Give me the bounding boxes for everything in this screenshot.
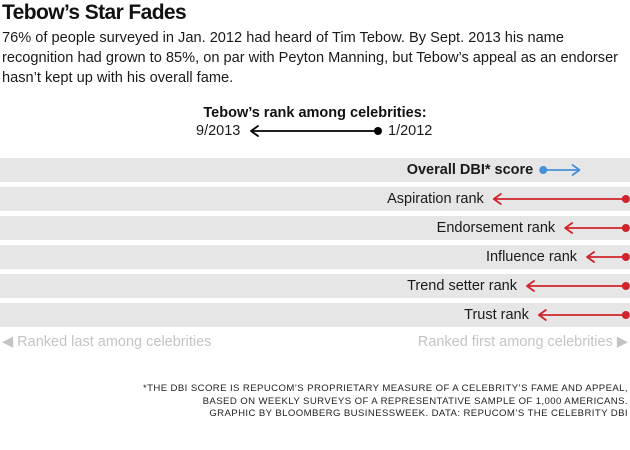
footnote-line: Graphic by Bloomberg Businessweek. Data:…	[209, 408, 628, 419]
chart-plot	[492, 164, 630, 321]
row-arrow-head	[564, 222, 574, 234]
row-label: Overall DBI* score	[406, 162, 534, 178]
row-label: Influence rank	[485, 249, 578, 265]
legend-arrow	[250, 125, 382, 137]
row-arrow-dot	[621, 224, 630, 232]
row-band	[0, 245, 630, 269]
row-arrow-dot	[621, 282, 630, 290]
row-arrow-dot	[621, 311, 630, 319]
row-arrow-dot	[539, 166, 548, 174]
row-arrow-head	[586, 251, 595, 263]
row-arrow-head	[492, 193, 502, 205]
axis-note-last: ◀ Ranked last among celebrities	[2, 334, 212, 350]
legend-change-arrow-dot	[374, 127, 382, 135]
row-band	[0, 216, 630, 240]
row-arrow	[526, 280, 630, 292]
row-arrow-head	[526, 280, 535, 292]
row-arrow-dot	[621, 195, 630, 203]
chart-subtitle: 76% of people surveyed in Jan. 2012 had …	[2, 30, 619, 86]
footnote-line: based on weekly surveys of a representat…	[202, 395, 628, 407]
footnote: *The DBI score is Repucom’s proprietary …	[28, 383, 628, 421]
row-band	[0, 303, 630, 327]
row-arrow	[586, 251, 630, 263]
row-arrow	[564, 222, 630, 234]
row-arrow	[537, 309, 630, 321]
row-arrow	[492, 193, 630, 205]
row-band	[0, 158, 630, 182]
legend-start-label: 1/2012	[388, 123, 433, 139]
row-arrow-dot	[621, 253, 630, 261]
row-arrow-head	[537, 309, 547, 321]
axis-note-first: Ranked first among celebrities ▶	[417, 334, 628, 350]
legend-change-arrow-head	[250, 125, 259, 137]
legend-end-label: 9/2013	[196, 123, 241, 139]
legend-title: Tebow’s rank among celebrities:	[203, 105, 427, 121]
row-label: Trend setter rank	[407, 278, 517, 294]
row-arrow	[539, 164, 581, 176]
row-label: Endorsement rank	[436, 220, 556, 236]
legend-change-arrow	[250, 125, 382, 137]
chart-title: Tebow’s Star Fades	[2, 1, 187, 24]
row-label: Trust rank	[464, 307, 529, 323]
footnote-line: *The DBI score is Repucom’s proprietary …	[142, 383, 628, 394]
row-arrow-head	[571, 164, 581, 176]
row-label: Aspiration rank	[387, 191, 484, 207]
row-band	[0, 274, 630, 298]
